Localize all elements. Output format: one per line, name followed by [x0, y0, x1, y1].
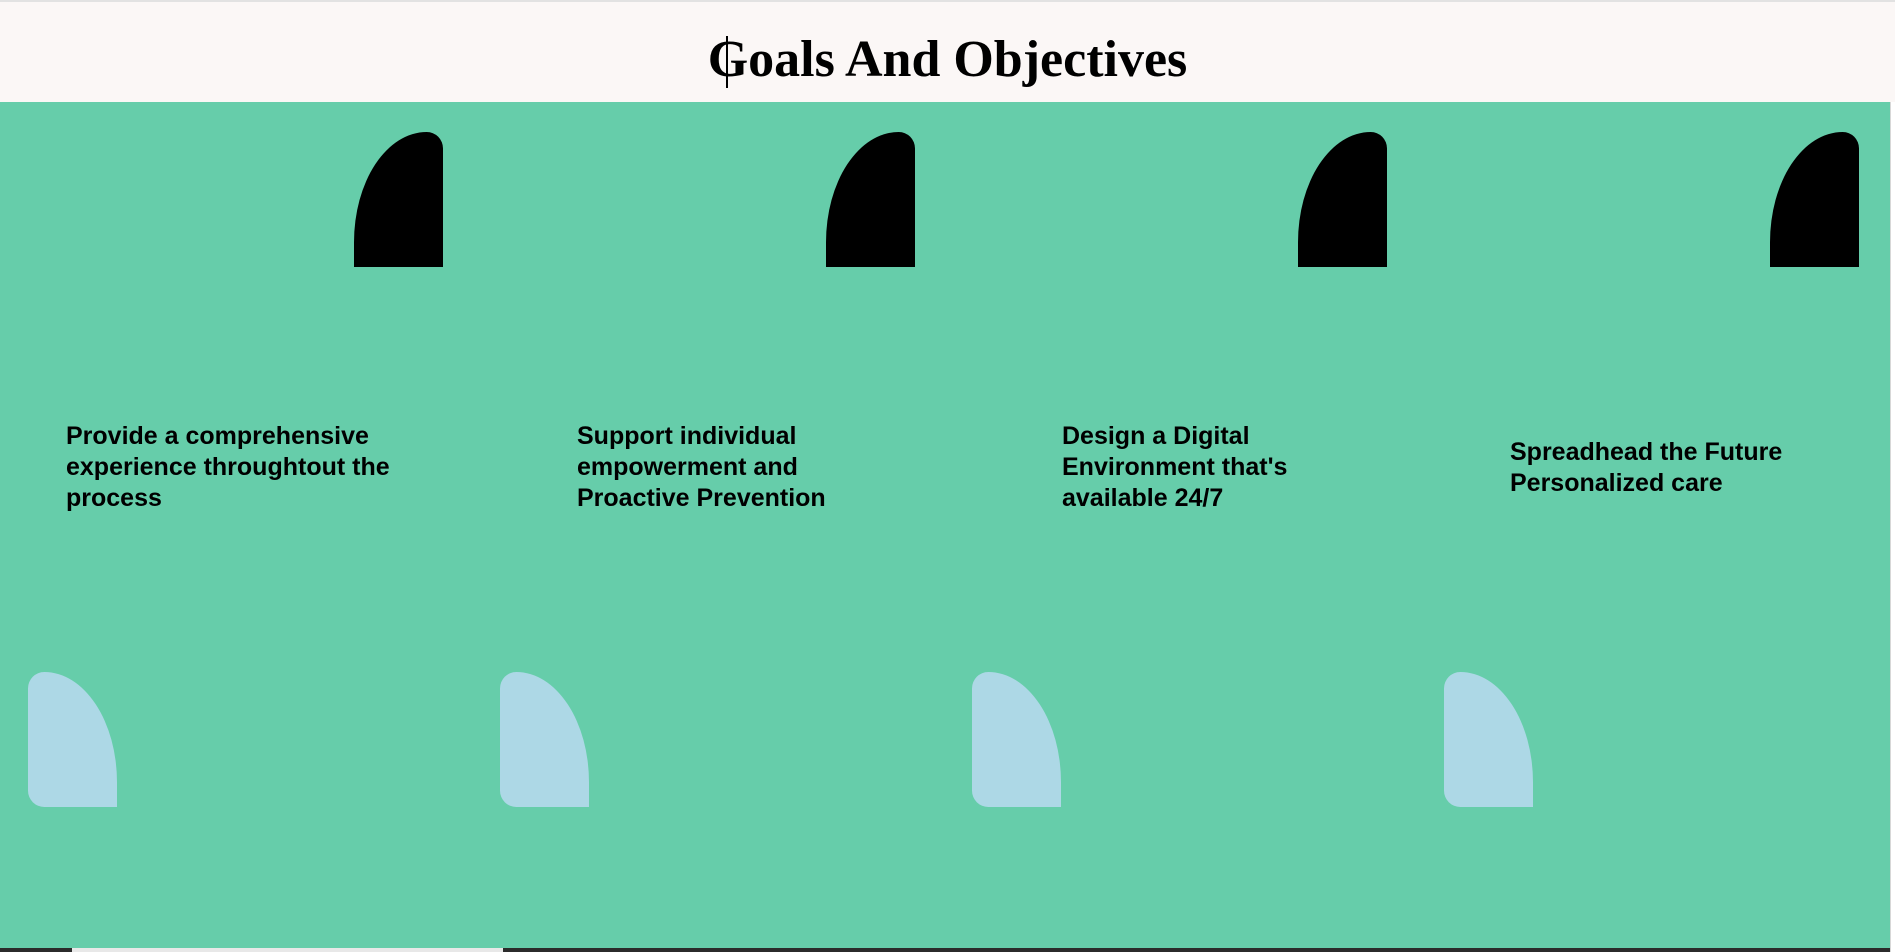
goal-text: Spreadhead the Future Personalized care — [1510, 438, 1783, 497]
scrollbar-gutter — [1890, 102, 1895, 952]
bottom-edge-highlight — [72, 948, 503, 952]
page-header: Goals And Objectives — [0, 2, 1895, 102]
goals-panel — [0, 102, 1890, 950]
text-cursor — [726, 36, 728, 88]
goal-card: Design a Digital Environment that's avai… — [944, 102, 1416, 948]
goal-card: Provide a comprehensive experience throu… — [0, 102, 472, 948]
decorative-dark-shape — [826, 132, 915, 267]
goal-text: Support individual empowerment and Proac… — [577, 422, 826, 512]
decorative-dark-shape — [1298, 132, 1387, 267]
top-border — [0, 0, 1895, 2]
decorative-dark-shape — [1770, 132, 1859, 267]
goal-card: Spreadhead the Future Personalized care — [1416, 102, 1888, 948]
goal-card: Support individual empowerment and Proac… — [472, 102, 944, 948]
decorative-dark-shape — [354, 132, 443, 267]
decorative-light-shape — [500, 672, 589, 807]
bottom-edge — [0, 948, 1890, 952]
goal-text: Provide a comprehensive experience throu… — [66, 422, 390, 512]
decorative-light-shape — [972, 672, 1061, 807]
page-title: Goals And Objectives — [707, 31, 1188, 88]
goal-text: Design a Digital Environment that's avai… — [1062, 422, 1288, 512]
decorative-light-shape — [1444, 672, 1533, 807]
decorative-light-shape — [28, 672, 117, 807]
